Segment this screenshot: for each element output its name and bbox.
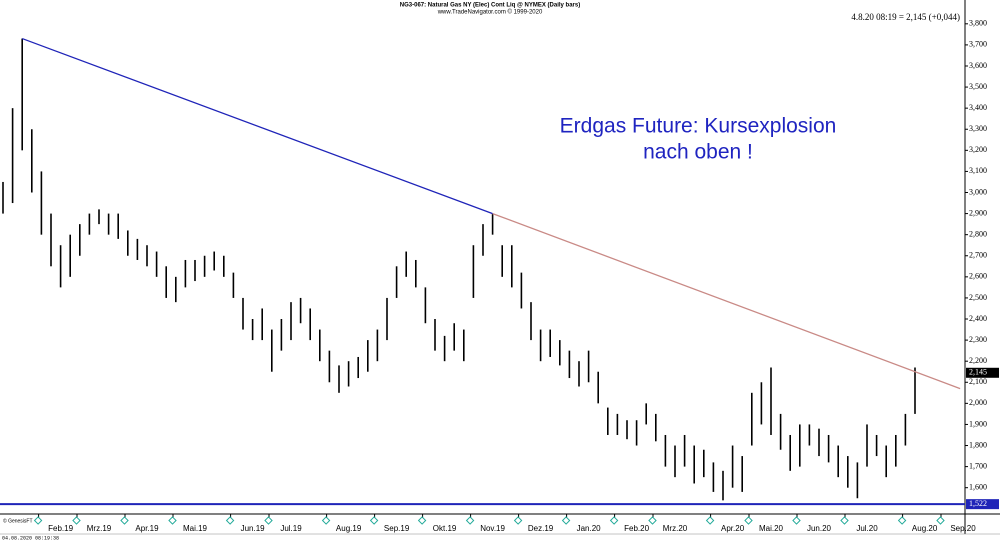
x-marker — [264, 516, 273, 525]
y-tick-label: 3,000 — [969, 187, 987, 196]
annotation: nach oben ! — [643, 141, 753, 164]
x-marker — [705, 516, 715, 525]
y-tick-label: 2,000 — [969, 398, 987, 407]
x-tick-label: Nov.19 — [480, 524, 505, 533]
x-marker — [792, 516, 801, 525]
support-box — [966, 499, 999, 510]
x-tick-label: Mrz.20 — [663, 524, 688, 533]
copyright: © GenesisFT — [3, 517, 33, 524]
x-tick-label: Aug.20 — [912, 524, 938, 533]
x-tick-label: Jul.19 — [280, 524, 302, 533]
x-tick-label: Okt.19 — [433, 524, 457, 533]
y-tick-label: 3,500 — [969, 82, 987, 91]
x-tick-label: Sep.19 — [384, 524, 410, 533]
x-marker — [561, 516, 571, 525]
y-tick-label: 3,800 — [969, 19, 987, 28]
x-tick-label: Feb.19 — [48, 524, 73, 533]
y-tick-label: 3,400 — [969, 103, 987, 112]
x-marker — [417, 516, 427, 525]
x-tick-label: Jan.20 — [577, 524, 602, 533]
y-tick-label: 3,300 — [969, 124, 987, 133]
x-tick-label: Aug.19 — [336, 524, 362, 533]
x-tick-label: Mai.19 — [183, 524, 208, 533]
last-price-label: 2,145 — [969, 368, 987, 377]
x-tick-label: Dez.19 — [528, 524, 554, 533]
y-tick-label: 2,300 — [969, 335, 987, 344]
x-tick-label: Jul.20 — [856, 524, 878, 533]
y-tick-label: 1,900 — [969, 419, 987, 428]
quote: 4.8.20 08:19 = 2,145 (+0,044) — [851, 12, 960, 22]
x-marker — [744, 516, 753, 525]
y-tick-label: 3,200 — [969, 145, 987, 154]
x-marker — [936, 516, 945, 525]
trendline — [492, 212, 961, 390]
x-tick-label: Apr.19 — [135, 524, 159, 533]
x-marker — [840, 516, 849, 525]
x-marker — [168, 516, 177, 525]
x-tick-label: Feb.20 — [624, 524, 649, 533]
x-marker — [72, 516, 81, 525]
chart-subtitle: www.TradeNavigator.com © 1999-2020 — [437, 9, 543, 16]
x-marker — [369, 516, 379, 525]
y-tick-label: 3,600 — [969, 61, 987, 70]
x-tick-label: Sep.20 — [950, 524, 976, 533]
y-tick-label: 1,700 — [969, 461, 987, 470]
y-tick-label: 2,200 — [969, 356, 987, 365]
y-tick-label: 2,900 — [969, 208, 987, 217]
x-marker — [33, 516, 43, 525]
x-marker — [897, 516, 907, 525]
y-tick-label: 1,800 — [969, 440, 987, 449]
y-tick-label: 2,500 — [969, 293, 987, 302]
x-tick-label: Mai.20 — [759, 524, 784, 533]
x-tick-label: Jun.19 — [241, 524, 266, 533]
support-label: 1,522 — [969, 499, 987, 508]
y-tick-label: 3,700 — [969, 40, 987, 49]
x-marker — [465, 516, 475, 525]
x-tick-label: Mrz.19 — [87, 524, 112, 533]
x-marker — [120, 516, 129, 525]
chart-title: NG3-067: Natural Gas NY (Elec) Cont Liq … — [400, 3, 580, 9]
y-tick-label: 2,800 — [969, 229, 987, 238]
last-price-box — [966, 367, 999, 378]
y-tick-label: 2,400 — [969, 314, 987, 323]
x-marker — [513, 516, 523, 525]
timestamp: 04.08.2020 08:19:38 — [2, 535, 59, 541]
x-marker — [648, 516, 657, 525]
x-tick-label: Jun.20 — [807, 524, 832, 533]
y-tick-label: 1,600 — [969, 483, 987, 492]
y-tick-label: 2,600 — [969, 272, 987, 281]
y-tick-label: 2,100 — [969, 377, 987, 386]
x-marker — [225, 516, 235, 525]
y-tick-label: 2,700 — [969, 251, 987, 260]
x-tick-label: Apr.20 — [721, 524, 745, 533]
y-tick-label: 3,100 — [969, 166, 987, 175]
x-marker — [609, 516, 619, 525]
trendline — [21, 37, 493, 215]
x-marker — [321, 516, 331, 525]
annotation: Erdgas Future: Kursexplosion — [560, 115, 837, 138]
